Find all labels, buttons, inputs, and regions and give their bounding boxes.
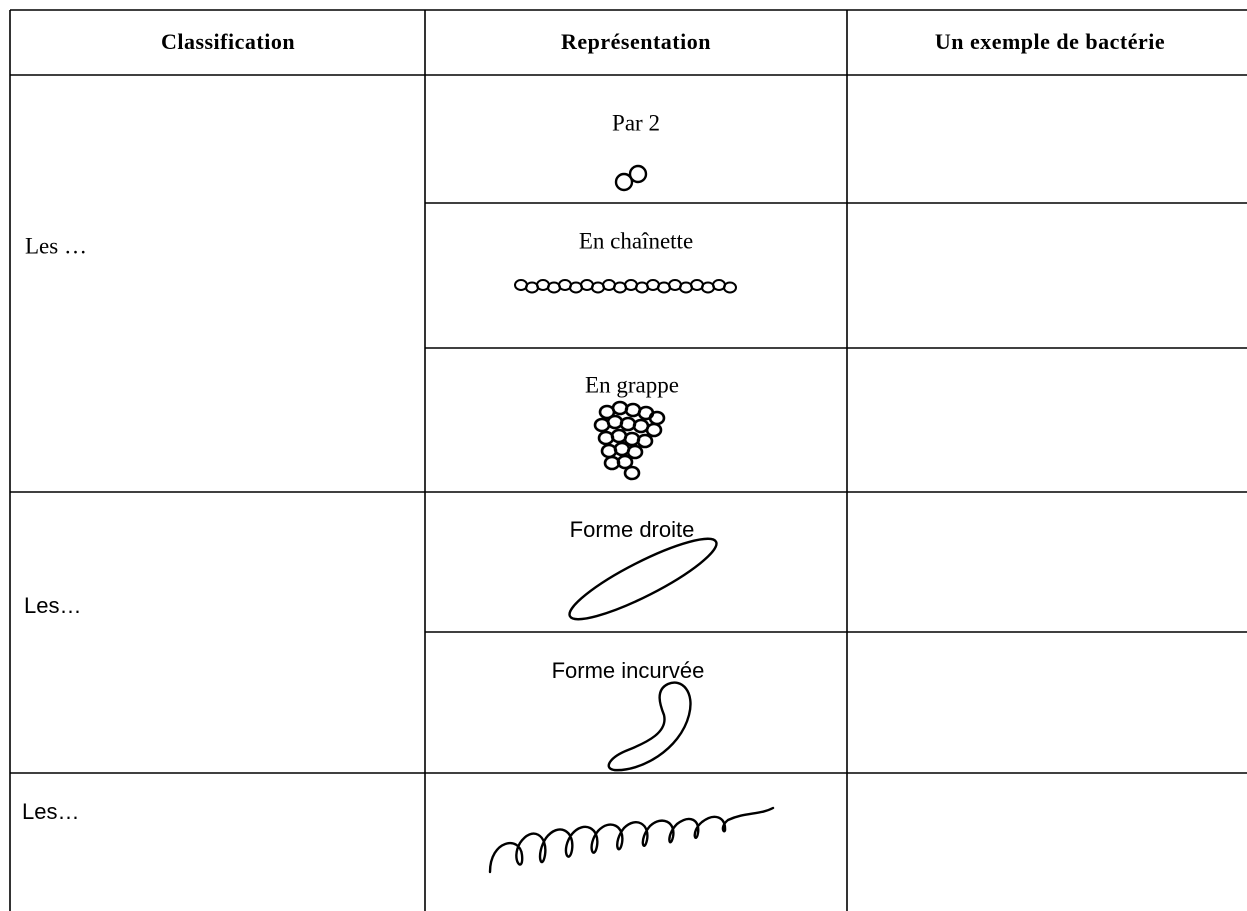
group-label: Les…: [22, 799, 79, 824]
column-header: Représentation: [561, 29, 711, 54]
bacillus-drawing: [568, 537, 718, 621]
coccus: [648, 410, 666, 426]
coccus: [606, 414, 624, 430]
coccus: [600, 443, 618, 459]
coccus: [616, 454, 634, 470]
coccus: [626, 444, 644, 460]
shape-label: Forme droite: [570, 517, 695, 542]
shape-label: En chaînette: [579, 228, 693, 253]
coccus: [628, 164, 648, 184]
column-header: Un exemple de bactérie: [935, 29, 1165, 54]
coccus: [623, 465, 641, 481]
coccus: [723, 281, 737, 294]
staphylococcus-drawing: [593, 400, 666, 481]
coccus: [645, 422, 663, 438]
streptococcus-drawing: [514, 279, 737, 294]
coccus: [619, 416, 637, 432]
column-header: Classification: [161, 29, 295, 54]
group-label: Les …: [25, 233, 87, 258]
coccus: [636, 433, 654, 449]
group-label: Les…: [24, 593, 81, 618]
coccus: [623, 431, 641, 447]
shape-label: Par 2: [612, 110, 660, 135]
coccus: [614, 172, 634, 192]
coccus: [611, 400, 629, 416]
spirillum-drawing: [488, 806, 775, 874]
vibrio-drawing: [607, 681, 692, 772]
coccus: [597, 430, 615, 446]
diplococcus-drawing: [614, 164, 648, 192]
shape-label: Forme incurvée: [552, 658, 705, 683]
shape-label: En grappe: [585, 372, 679, 397]
